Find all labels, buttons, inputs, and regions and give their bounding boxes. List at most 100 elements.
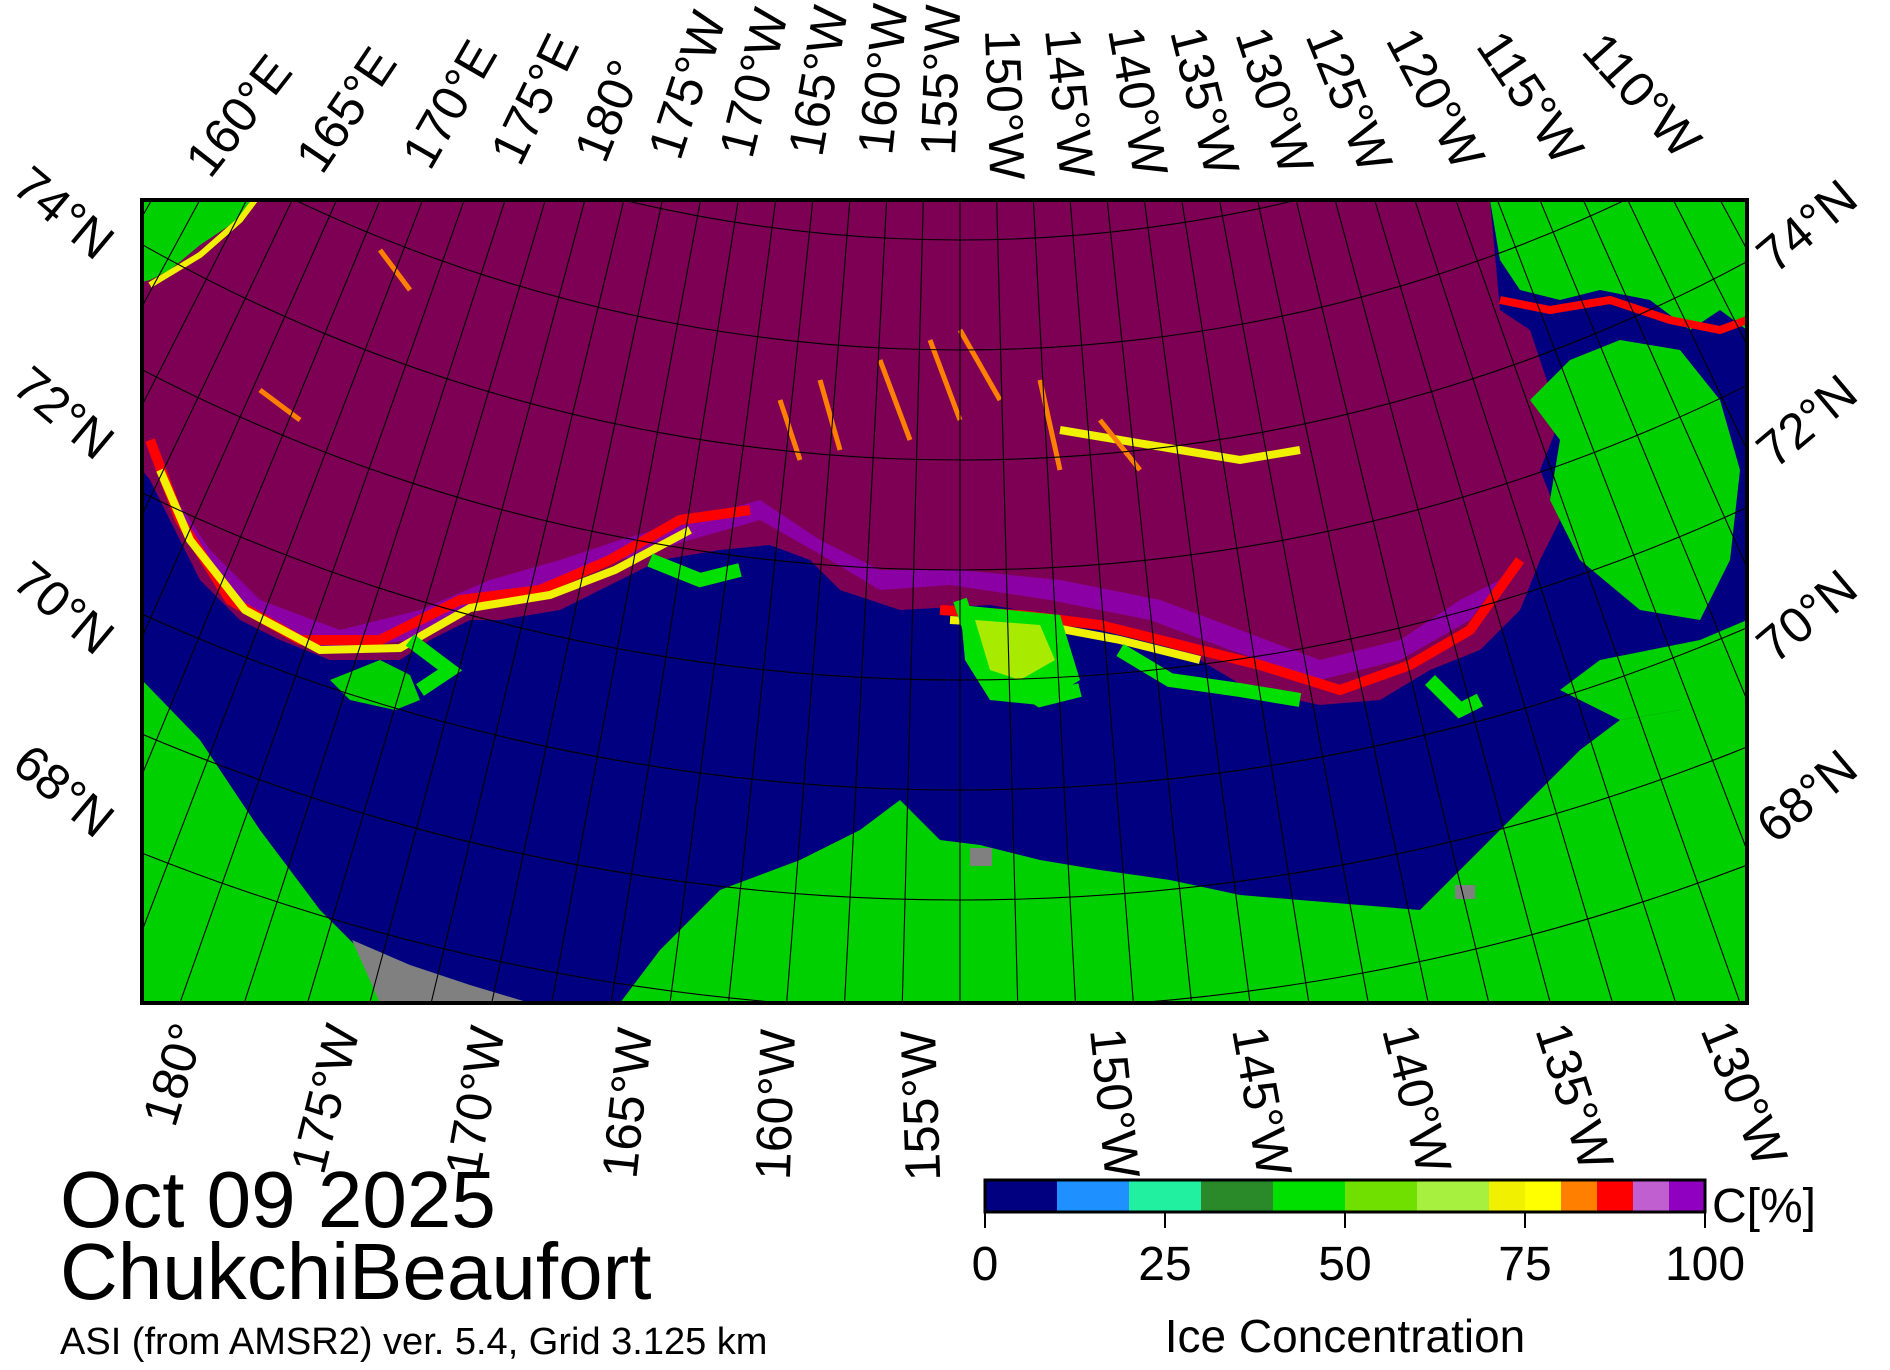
meridian-line [1069,200,1134,1003]
colorbar-bin [1201,1180,1273,1212]
meridian-line [1218,200,1369,1003]
colorbar-bin [1273,1180,1345,1212]
colorbar-bin [1597,1180,1633,1212]
chukotka-landmass [142,680,480,1003]
top-label-110w: 110°W [1572,22,1712,169]
meridian-line [1496,200,1747,852]
meridian-line [142,200,293,517]
left-label-74n: 74°N [3,156,125,271]
left-latitude-labels: 74°N 72°N 70°N 68°N [3,156,125,849]
graticule [0,0,1890,1003]
canadian-archipelago [1490,200,1747,330]
meridian-line [786,200,851,1003]
colorbar-tick-label: 0 [972,1238,999,1291]
right-label-70n: 70°N [1746,559,1868,674]
meridian-line [1455,200,1741,1003]
meridian-line [1374,200,1614,1003]
bottom-label-180: 180° [132,1017,216,1132]
archipelago-ice-fringe [1499,295,1747,335]
colorbar-bin [1345,1180,1417,1212]
bottom-label-155w: 155°W [890,1029,951,1182]
right-label-68n: 68°N [1746,739,1868,854]
meridian-line [0,0,142,665]
meridian-line [142,200,381,777]
meridian-line [243,200,506,1003]
meridian-line [179,200,465,1003]
ice-streaks [258,248,1142,472]
meridian-line [0,0,65,541]
banks-island [1530,340,1740,620]
meridian-line [1855,0,1890,541]
colorbar-unit: C[%] [1712,1180,1816,1233]
meridian-line [996,200,1019,1003]
meridian-line [1106,200,1193,1003]
colorbar-bin [1489,1180,1525,1212]
meridian-line [1830,0,1890,584]
drift-ice-patch-yellow [975,620,1055,680]
meridian-line [901,200,924,1003]
meridian-line [491,200,663,1003]
top-label-165e: 165°E [285,37,408,182]
meridian-line [1143,200,1251,1003]
map-area [0,0,1890,1003]
marginal-ice-band [160,470,1500,680]
top-longitude-labels: 160°E 165°E 170°E 175°E 180° 175°W 170°W… [175,1,1713,187]
siberian-coast-top [142,200,250,282]
meridian-line [306,200,546,1003]
meridian-line [1539,200,1747,702]
bottom-label-135w: 135°W [1525,1016,1625,1177]
mackenzie-delta-coast [1560,620,1747,720]
meridian-line [1582,200,1747,569]
meridian-line [1032,200,1077,1003]
meridian-line [0,0,90,584]
left-label-72n: 72°N [3,356,125,471]
left-label-68n: 68°N [3,734,125,849]
meridian-line [1804,0,1890,625]
meridian-line [0,0,116,625]
bottom-label-130w: 130°W [1690,1013,1799,1174]
colorbar-bin [1057,1180,1129,1212]
meridian-line [727,200,814,1003]
colorbar-tick-label: 25 [1138,1238,1191,1291]
colorbar: 0 25 50 75 100 C[%] Ice Concentration [972,1178,1816,1362]
meridian-line [1257,200,1429,1003]
top-label-160w: 160°W [847,1,919,157]
map-date: Oct 09 2025 [60,1155,496,1244]
meridian-line [142,200,338,639]
colorbar-bin [1525,1180,1561,1212]
bottom-label-145w: 145°W [1221,1022,1302,1181]
bottom-label-140w: 140°W [1371,1019,1462,1179]
colorbar-bin [985,1180,1057,1212]
top-label-160e: 160°E [175,45,303,187]
meridian-line [1181,200,1310,1003]
meridian-line [1879,0,1890,497]
right-label-74n: 74°N [1746,169,1868,284]
colorbar-bins [985,1180,1705,1212]
top-label-150w: 150°W [974,28,1035,181]
region-name: ChukchiBeaufort [60,1227,652,1316]
meridian-line [669,200,777,1003]
meridian-line [142,200,424,933]
left-label-70n: 70°N [3,551,125,666]
meridian-line [1334,200,1551,1003]
bottom-label-160w: 160°W [745,1028,806,1181]
colorbar-bin [1633,1180,1669,1212]
no-data-area [352,940,530,1003]
alaska-landmass [620,690,1747,1003]
colorbar-ticks: 0 25 50 75 100 [972,1212,1745,1291]
top-label-155w: 155°W [910,3,971,156]
bottom-label-150w: 150°W [1079,1025,1151,1181]
colorbar-tick-label: 75 [1498,1238,1551,1291]
right-latitude-labels: 74°N 72°N 70°N 68°N [1746,169,1868,854]
meridian-line [843,200,888,1003]
map-frame [140,198,1749,1005]
meridian-line [551,200,702,1003]
no-data-spot-2 [1455,885,1475,899]
colorbar-tick-label: 100 [1665,1238,1745,1291]
meridian-line [1295,200,1490,1003]
no-data-spot [970,848,992,866]
siberian-ice-fringe [148,200,258,288]
bottom-label-165w: 165°W [592,1025,664,1181]
colorbar-bin [1669,1180,1705,1212]
